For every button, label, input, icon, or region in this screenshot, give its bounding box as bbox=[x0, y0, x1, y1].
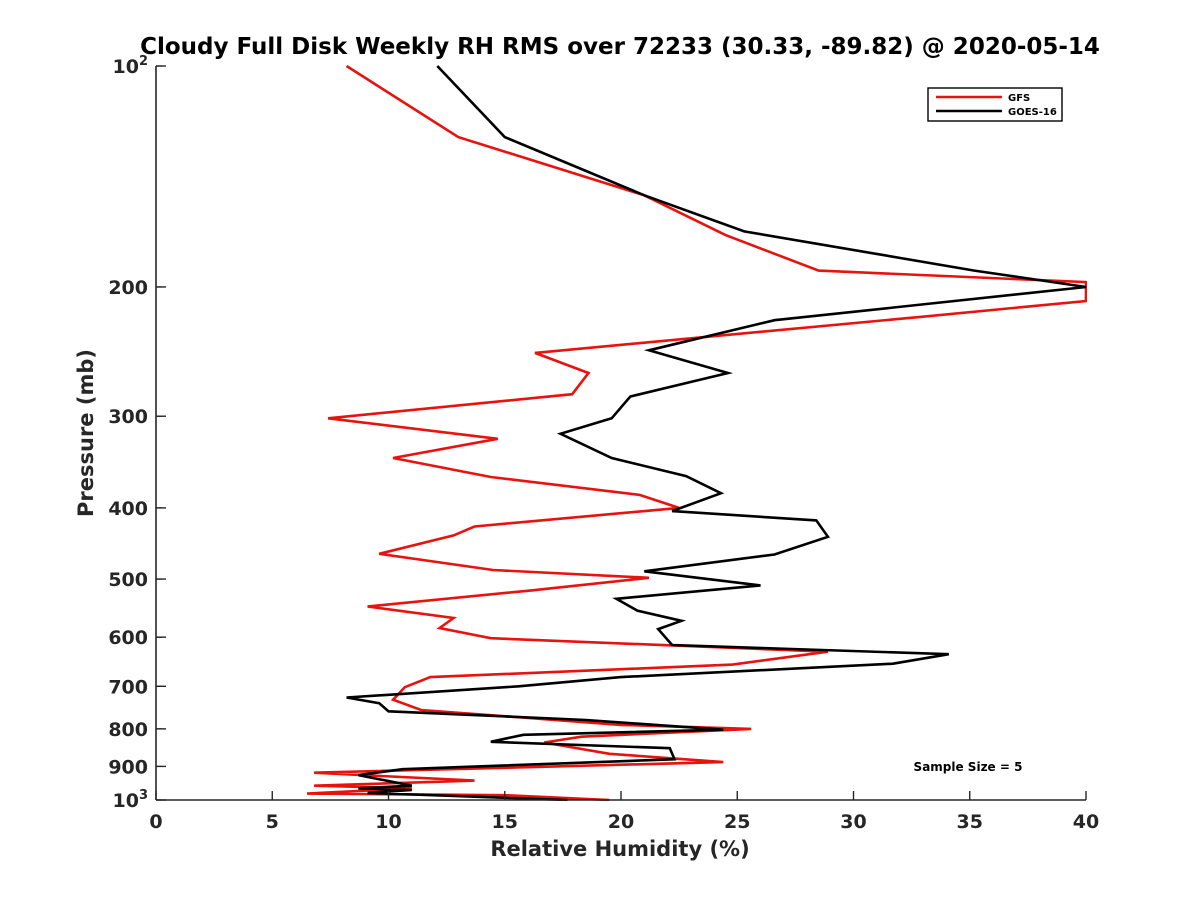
chart-title: Cloudy Full Disk Weekly RH RMS over 7223… bbox=[140, 34, 1100, 60]
x-axis-ticks: 0 5 10 15 20 25 30 35 40 bbox=[149, 791, 1099, 833]
y-tick-label: 500 bbox=[108, 569, 148, 591]
y-axis-label: Pressure (mb) bbox=[74, 349, 98, 517]
x-tick-label: 15 bbox=[492, 811, 518, 833]
sample-size-annotation: Sample Size = 5 bbox=[914, 760, 1023, 774]
y-tick-label: 102 bbox=[113, 54, 149, 78]
y-tick-label: 300 bbox=[108, 406, 148, 428]
y-tick-exponent: 2 bbox=[139, 54, 148, 69]
y-tick-label: 200 bbox=[108, 277, 148, 299]
x-tick-label: 25 bbox=[724, 811, 750, 833]
series-layer bbox=[307, 65, 1087, 801]
axes-layer bbox=[155, 66, 1086, 801]
series-line-gfs bbox=[307, 65, 1087, 801]
y-tick-label: 600 bbox=[108, 627, 148, 649]
x-tick-label: 35 bbox=[957, 811, 983, 833]
y-tick-label: 103 bbox=[113, 788, 149, 812]
y-tick-label: 900 bbox=[108, 756, 148, 778]
legend-label: GFS bbox=[1008, 93, 1030, 104]
x-tick-label: 30 bbox=[840, 811, 866, 833]
x-tick-label: 0 bbox=[149, 811, 162, 833]
y-tick-label: 700 bbox=[108, 676, 148, 698]
x-tick-label: 20 bbox=[608, 811, 634, 833]
x-tick-label: 10 bbox=[375, 811, 401, 833]
y-tick-label: 800 bbox=[108, 719, 148, 741]
legend: GFS GOES-16 bbox=[927, 87, 1063, 122]
series-line-goes-16 bbox=[346, 65, 1087, 801]
legend-label: GOES-16 bbox=[1008, 107, 1057, 118]
y-tick-base: 10 bbox=[113, 56, 139, 78]
x-axis-label: Relative Humidity (%) bbox=[490, 837, 749, 861]
y-tick-exponent: 3 bbox=[139, 788, 148, 803]
y-tick-label: 400 bbox=[108, 498, 148, 520]
legend-box bbox=[927, 87, 1063, 122]
y-tick-base: 10 bbox=[113, 790, 139, 812]
x-tick-label: 5 bbox=[266, 811, 279, 833]
x-tick-label: 40 bbox=[1073, 811, 1099, 833]
